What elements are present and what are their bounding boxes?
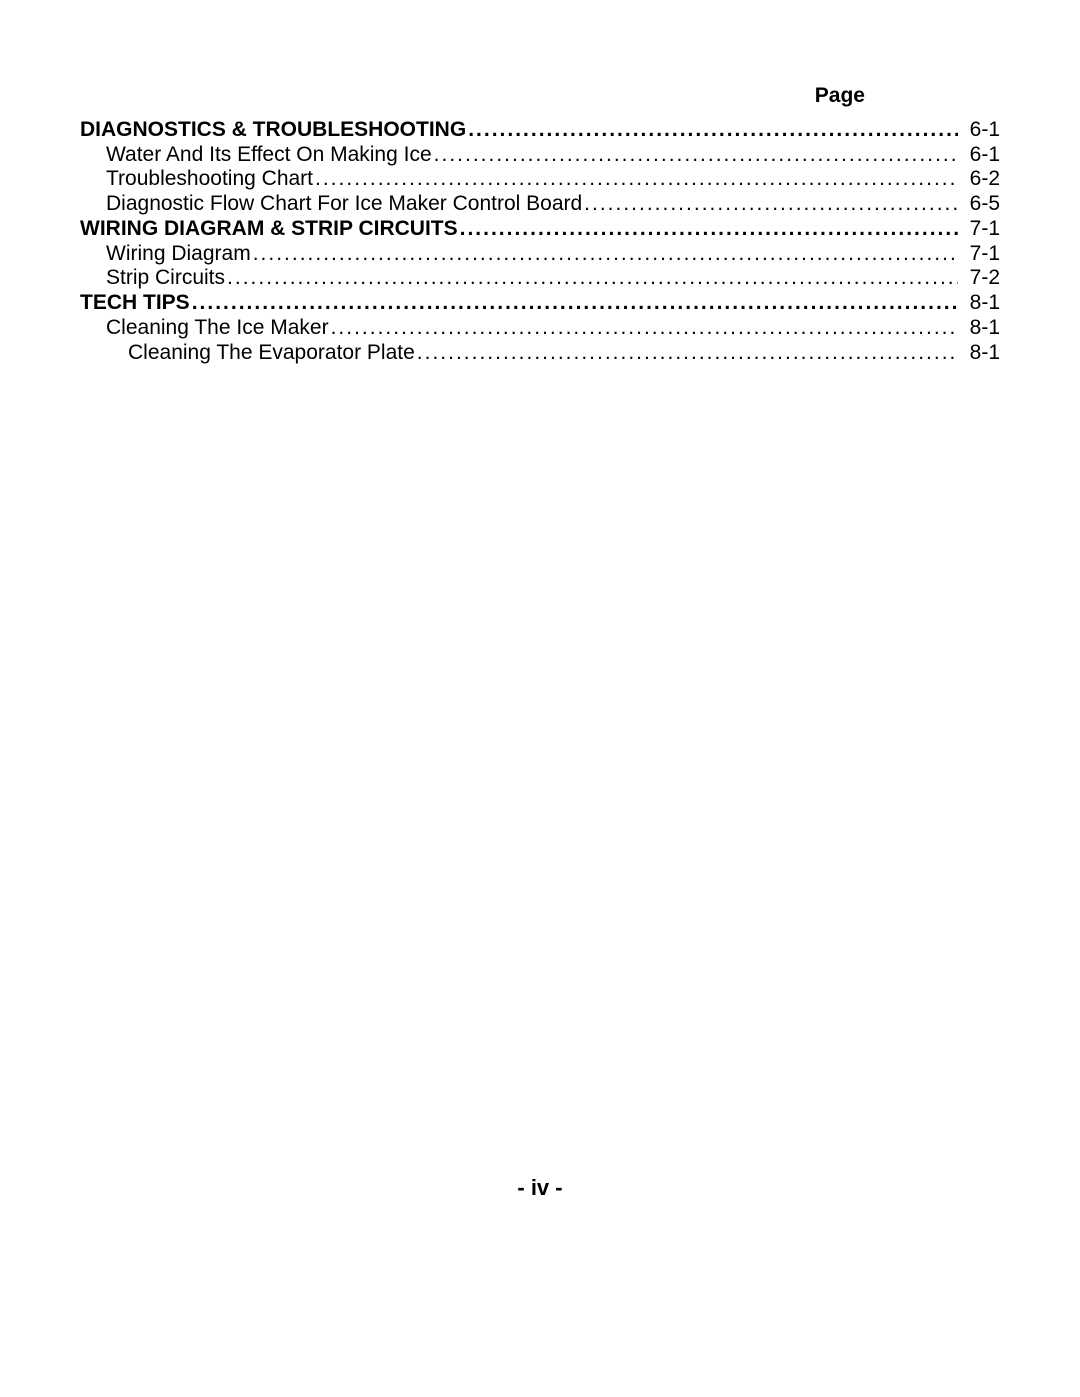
toc-entry-row: Cleaning The Ice Maker 8-1 [80, 316, 1000, 340]
toc-entry-page: 6-1 [960, 118, 1000, 142]
toc-entry-row: Wiring Diagram 7-1 [80, 242, 1000, 266]
page-number-footer: - iv - [0, 1175, 1080, 1201]
toc-entry-row: Troubleshooting Chart 6-2 [80, 167, 1000, 191]
toc-entry-label: Troubleshooting Chart [106, 167, 313, 191]
toc-entry-label: Cleaning The Evaporator Plate [128, 341, 415, 365]
toc-entry-label: Water And Its Effect On Making Ice [106, 143, 432, 167]
toc-entry-row: Water And Its Effect On Making Ice 6-1 [80, 143, 1000, 167]
table-of-contents: DIAGNOSTICS & TROUBLESHOOTING 6-1Water A… [80, 118, 1000, 365]
toc-leader-dots [468, 118, 958, 142]
toc-entry-label: DIAGNOSTICS & TROUBLESHOOTING [80, 118, 466, 142]
toc-entry-page: 6-2 [960, 167, 1000, 191]
toc-leader-dots [253, 242, 958, 266]
toc-leader-dots [584, 192, 958, 216]
toc-entry-page: 8-1 [960, 291, 1000, 315]
toc-leader-dots [417, 341, 958, 365]
toc-entry-label: Wiring Diagram [106, 242, 251, 266]
toc-entry-page: 8-1 [960, 341, 1000, 365]
toc-leader-dots [331, 316, 958, 340]
toc-leader-dots [460, 217, 958, 241]
toc-section-row: DIAGNOSTICS & TROUBLESHOOTING 6-1 [80, 118, 1000, 142]
toc-entry-row: Strip Circuits 7-2 [80, 266, 1000, 290]
toc-leader-dots [192, 291, 958, 315]
toc-section-row: WIRING DIAGRAM & STRIP CIRCUITS 7-1 [80, 217, 1000, 241]
toc-leader-dots [434, 143, 958, 167]
toc-entry-label: WIRING DIAGRAM & STRIP CIRCUITS [80, 217, 458, 241]
toc-section-row: TECH TIPS 8-1 [80, 291, 1000, 315]
toc-leader-dots [227, 266, 958, 290]
toc-leader-dots [315, 167, 958, 191]
toc-entry-row: Diagnostic Flow Chart For Ice Maker Cont… [80, 192, 1000, 216]
toc-entry-page: 7-2 [960, 266, 1000, 290]
page: Page DIAGNOSTICS & TROUBLESHOOTING 6-1Wa… [0, 0, 1080, 1397]
toc-entry-page: 7-1 [960, 217, 1000, 241]
page-column-header: Page [80, 84, 1000, 108]
toc-entry-row: Cleaning The Evaporator Plate 8-1 [80, 341, 1000, 365]
toc-entry-page: 8-1 [960, 316, 1000, 340]
toc-entry-label: TECH TIPS [80, 291, 190, 315]
toc-entry-label: Diagnostic Flow Chart For Ice Maker Cont… [106, 192, 582, 216]
toc-entry-label: Strip Circuits [106, 266, 225, 290]
toc-entry-label: Cleaning The Ice Maker [106, 316, 329, 340]
toc-entry-page: 7-1 [960, 242, 1000, 266]
toc-entry-page: 6-5 [960, 192, 1000, 216]
toc-entry-page: 6-1 [960, 143, 1000, 167]
